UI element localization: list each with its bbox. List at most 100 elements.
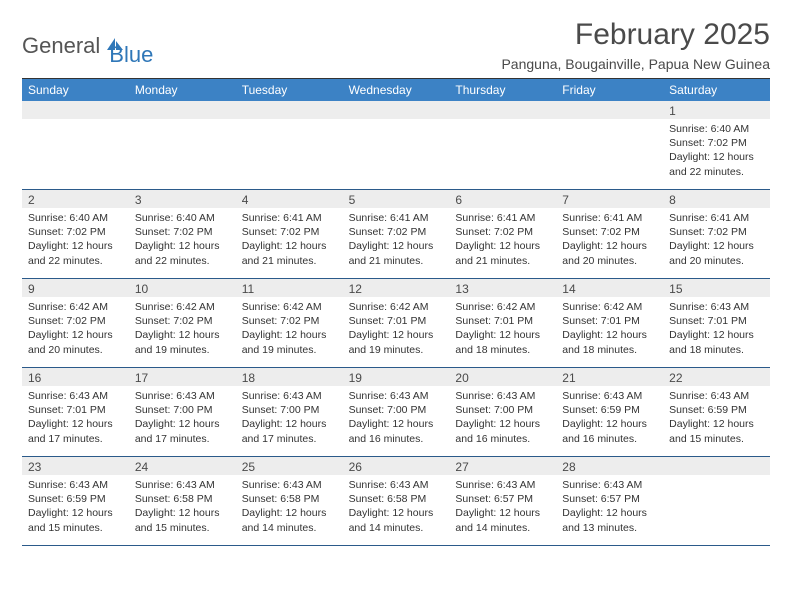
sunrise-text: Sunrise: 6:40 AM [135,211,230,225]
sunrise-text: Sunrise: 6:40 AM [669,122,764,136]
day-cell: 27Sunrise: 6:43 AMSunset: 6:57 PMDayligh… [449,457,556,545]
day-number: 4 [236,190,343,208]
day-body [129,119,236,126]
day-cell: 23Sunrise: 6:43 AMSunset: 6:59 PMDayligh… [22,457,129,545]
sunset-text: Sunset: 7:02 PM [28,225,123,239]
day-body [449,119,556,126]
day-body: Sunrise: 6:43 AMSunset: 6:58 PMDaylight:… [129,475,236,539]
day-number: 22 [663,368,770,386]
daylight1-text: Daylight: 12 hours [562,506,657,520]
sunrise-text: Sunrise: 6:43 AM [242,478,337,492]
day-number: 27 [449,457,556,475]
day-body: Sunrise: 6:40 AMSunset: 7:02 PMDaylight:… [22,208,129,272]
month-title: February 2025 [501,18,770,52]
daylight1-text: Daylight: 12 hours [135,506,230,520]
week-row: 23Sunrise: 6:43 AMSunset: 6:59 PMDayligh… [22,457,770,546]
day-cell: 11Sunrise: 6:42 AMSunset: 7:02 PMDayligh… [236,279,343,367]
day-number: 21 [556,368,663,386]
daylight1-text: Daylight: 12 hours [242,328,337,342]
day-number [449,101,556,119]
day-body: Sunrise: 6:42 AMSunset: 7:01 PMDaylight:… [343,297,450,361]
daylight1-text: Daylight: 12 hours [455,506,550,520]
day-body: Sunrise: 6:43 AMSunset: 6:59 PMDaylight:… [556,386,663,450]
day-cell: 19Sunrise: 6:43 AMSunset: 7:00 PMDayligh… [343,368,450,456]
sunrise-text: Sunrise: 6:43 AM [562,478,657,492]
sunset-text: Sunset: 7:02 PM [28,314,123,328]
day-cell [236,101,343,189]
day-body: Sunrise: 6:40 AMSunset: 7:02 PMDaylight:… [663,119,770,183]
day-cell [343,101,450,189]
day-header-sat: Saturday [663,79,770,101]
daylight1-text: Daylight: 12 hours [669,417,764,431]
day-number: 8 [663,190,770,208]
sunset-text: Sunset: 7:01 PM [562,314,657,328]
day-cell: 2Sunrise: 6:40 AMSunset: 7:02 PMDaylight… [22,190,129,278]
daylight2-text: and 18 minutes. [455,343,550,357]
sunrise-text: Sunrise: 6:42 AM [455,300,550,314]
daylight1-text: Daylight: 12 hours [242,417,337,431]
daylight2-text: and 17 minutes. [28,432,123,446]
daylight1-text: Daylight: 12 hours [349,328,444,342]
day-number: 19 [343,368,450,386]
day-number [129,101,236,119]
daylight2-text: and 19 minutes. [242,343,337,357]
daylight2-text: and 18 minutes. [562,343,657,357]
sunset-text: Sunset: 7:02 PM [135,225,230,239]
daylight2-text: and 22 minutes. [135,254,230,268]
day-number: 16 [22,368,129,386]
daylight2-text: and 16 minutes. [349,432,444,446]
day-cell: 15Sunrise: 6:43 AMSunset: 7:01 PMDayligh… [663,279,770,367]
day-cell: 8Sunrise: 6:41 AMSunset: 7:02 PMDaylight… [663,190,770,278]
day-body: Sunrise: 6:43 AMSunset: 6:58 PMDaylight:… [236,475,343,539]
daylight1-text: Daylight: 12 hours [669,239,764,253]
daylight1-text: Daylight: 12 hours [455,417,550,431]
daylight2-text: and 20 minutes. [562,254,657,268]
day-body: Sunrise: 6:43 AMSunset: 7:00 PMDaylight:… [129,386,236,450]
daylight2-text: and 15 minutes. [28,521,123,535]
day-number: 14 [556,279,663,297]
day-number: 12 [343,279,450,297]
day-number: 1 [663,101,770,119]
daylight1-text: Daylight: 12 hours [28,506,123,520]
day-number: 11 [236,279,343,297]
sunset-text: Sunset: 7:00 PM [135,403,230,417]
day-number [22,101,129,119]
day-number: 13 [449,279,556,297]
sunrise-text: Sunrise: 6:43 AM [242,389,337,403]
day-body [22,119,129,126]
sunset-text: Sunset: 6:57 PM [562,492,657,506]
sunrise-text: Sunrise: 6:42 AM [28,300,123,314]
daylight2-text: and 18 minutes. [669,343,764,357]
day-body: Sunrise: 6:41 AMSunset: 7:02 PMDaylight:… [343,208,450,272]
day-number: 15 [663,279,770,297]
sunset-text: Sunset: 7:00 PM [349,403,444,417]
sunrise-text: Sunrise: 6:42 AM [349,300,444,314]
day-body: Sunrise: 6:43 AMSunset: 7:00 PMDaylight:… [343,386,450,450]
day-cell: 7Sunrise: 6:41 AMSunset: 7:02 PMDaylight… [556,190,663,278]
day-cell: 25Sunrise: 6:43 AMSunset: 6:58 PMDayligh… [236,457,343,545]
day-number: 20 [449,368,556,386]
day-body: Sunrise: 6:43 AMSunset: 6:57 PMDaylight:… [556,475,663,539]
daylight1-text: Daylight: 12 hours [562,239,657,253]
day-number: 7 [556,190,663,208]
day-header-sun: Sunday [22,79,129,101]
page-header: General Blue February 2025 Panguna, Boug… [22,18,770,72]
day-number [556,101,663,119]
day-body [236,119,343,126]
sunrise-text: Sunrise: 6:40 AM [28,211,123,225]
daylight1-text: Daylight: 12 hours [28,328,123,342]
sunrise-text: Sunrise: 6:41 AM [242,211,337,225]
daylight2-text: and 19 minutes. [135,343,230,357]
day-cell: 1Sunrise: 6:40 AMSunset: 7:02 PMDaylight… [663,101,770,189]
daylight2-text: and 14 minutes. [349,521,444,535]
day-cell: 3Sunrise: 6:40 AMSunset: 7:02 PMDaylight… [129,190,236,278]
day-cell: 4Sunrise: 6:41 AMSunset: 7:02 PMDaylight… [236,190,343,278]
day-cell: 20Sunrise: 6:43 AMSunset: 7:00 PMDayligh… [449,368,556,456]
logo-text-blue: Blue [109,42,153,68]
sunset-text: Sunset: 7:01 PM [349,314,444,328]
daylight2-text: and 17 minutes. [242,432,337,446]
sunrise-text: Sunrise: 6:42 AM [135,300,230,314]
sunset-text: Sunset: 6:57 PM [455,492,550,506]
daylight2-text: and 20 minutes. [669,254,764,268]
day-number: 26 [343,457,450,475]
